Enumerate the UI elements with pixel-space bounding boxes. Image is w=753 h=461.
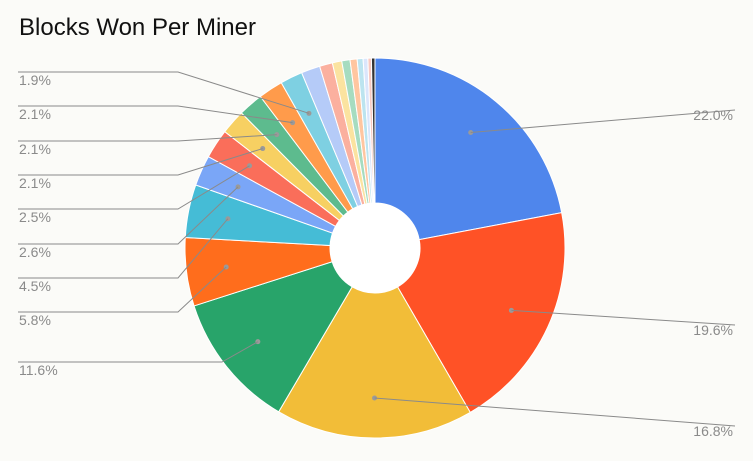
label-leader-line — [470, 109, 736, 133]
slice-percent-label: 5.8% — [19, 312, 51, 328]
label-leader-line — [18, 148, 263, 176]
slice-percent-label: 19.6% — [693, 322, 733, 338]
label-leader-line — [18, 266, 227, 313]
slice-percent-label: 22.0% — [693, 107, 733, 123]
donut-slices — [184, 57, 566, 439]
slice-percent-label: 2.1% — [19, 175, 51, 191]
slice-percent-label: 16.8% — [693, 423, 733, 439]
label-leader-line — [511, 309, 736, 326]
slice-percent-label: 2.6% — [19, 244, 51, 260]
label-leader-line — [18, 186, 239, 245]
slice-labels: 22.0% 19.6% 16.8% 11.6% 5.8% 4.5% 2.6% 2.5% 2.1%… — [18, 71, 736, 439]
label-leader-line — [18, 341, 259, 363]
slice-percent-label: 4.5% — [19, 278, 51, 294]
label-leader-line — [18, 134, 277, 142]
label-leader-line — [18, 105, 293, 124]
label-leader-line — [18, 165, 250, 210]
slice-percent-label: 1.9% — [19, 72, 51, 88]
slice-percent-label: 2.1% — [19, 141, 51, 157]
pie-slice — [374, 57, 563, 241]
donut-hole — [330, 203, 420, 293]
label-leader-line — [18, 218, 229, 279]
slice-percent-label: 2.5% — [19, 209, 51, 225]
chart-title: Blocks Won Per Miner — [19, 14, 256, 41]
label-leader-line — [18, 71, 310, 114]
slice-percent-label: 11.6% — [19, 362, 58, 378]
label-leader-line — [374, 397, 736, 427]
slice-percent-label: 2.1% — [19, 106, 51, 122]
